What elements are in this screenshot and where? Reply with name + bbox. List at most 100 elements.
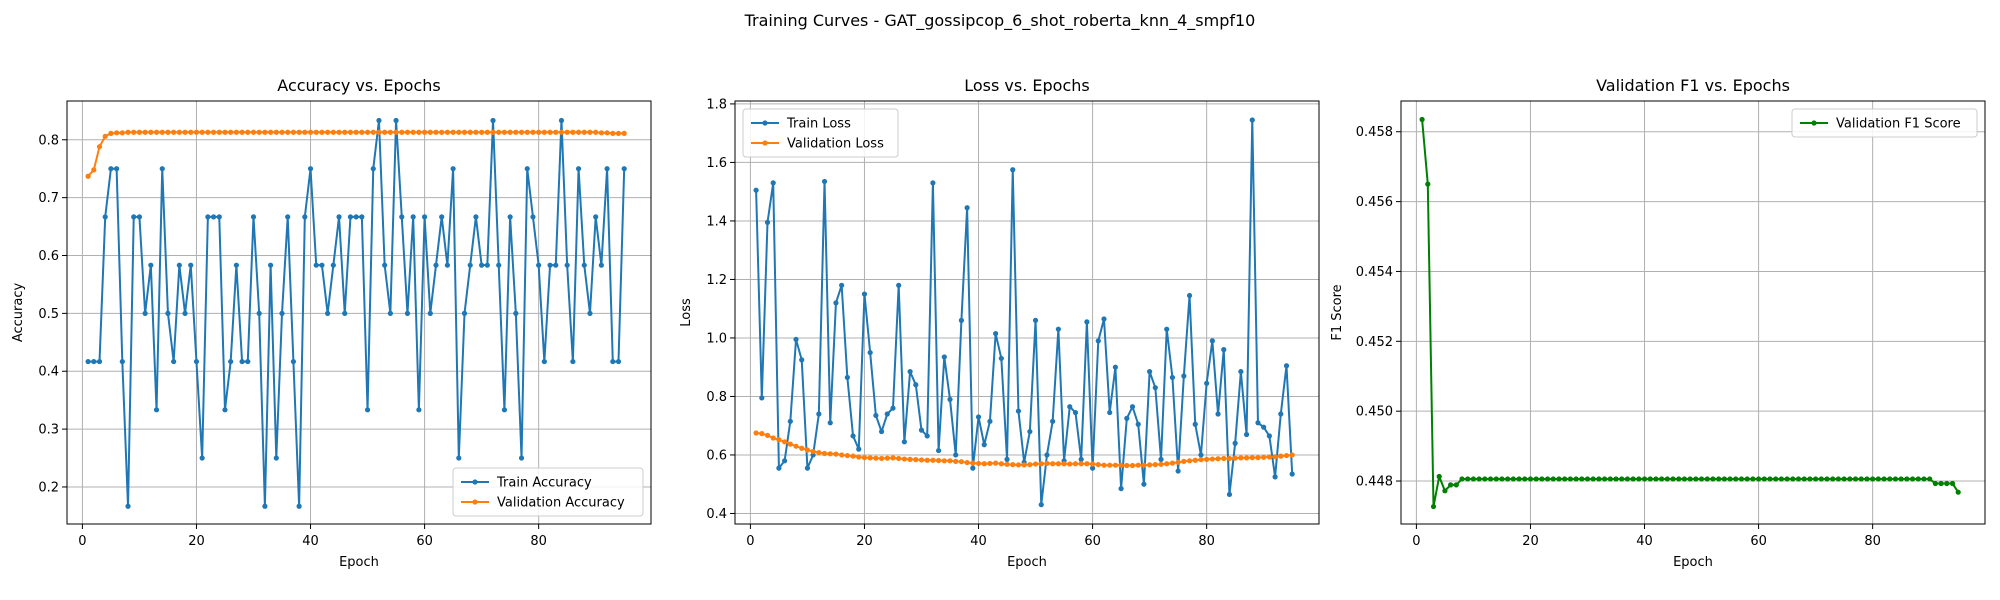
loss-series-1-point	[1032, 461, 1039, 467]
loss-series-0-point	[1078, 456, 1084, 462]
loss-series-0-point	[1118, 486, 1124, 492]
loss-series-1-point	[981, 461, 987, 467]
accuracy-series-1-point	[136, 129, 143, 135]
accuracy-series-0-point	[290, 358, 297, 365]
accuracy-series-1-line	[87, 131, 625, 177]
accuracy-series-1-point	[148, 129, 154, 135]
loss-series-0-point	[1289, 471, 1295, 477]
f1-series-0-point	[1579, 476, 1585, 482]
loss-series-1-point	[1209, 456, 1215, 462]
loss-series-1-point	[1027, 462, 1033, 468]
loss-series-0-point	[1027, 428, 1033, 435]
loss-series-0-point	[816, 411, 822, 417]
accuracy-series-1-point	[564, 129, 570, 135]
f1-series-0-point	[1927, 476, 1933, 482]
accuracy-series-0-point	[570, 358, 576, 365]
accuracy-series-1-point	[228, 129, 234, 135]
accuracy-series-0-point	[484, 262, 490, 268]
accuracy-series-0-point	[404, 310, 411, 316]
f1-xlabel: Epoch	[1673, 555, 1713, 570]
f1-series-0-point	[1875, 476, 1881, 482]
f1-series-0-point	[1852, 476, 1859, 482]
accuracy-ytick-label: 0.4	[38, 365, 59, 380]
accuracy-series-0-point	[387, 310, 393, 316]
accuracy-series-0-point	[410, 214, 416, 220]
f1-series-0-point	[1436, 473, 1442, 480]
f1-series-0-point	[1704, 476, 1710, 482]
loss-series-1-point	[1289, 452, 1295, 458]
accuracy-series-0-point	[564, 262, 570, 268]
accuracy-series-1-point	[96, 144, 103, 150]
accuracy-series-0-point	[536, 262, 542, 268]
loss-series-1-point	[821, 450, 828, 457]
accuracy-series-1-point	[370, 129, 376, 135]
loss-series-0-point	[1101, 316, 1107, 322]
accuracy-series-0-point	[102, 214, 108, 220]
accuracy-series-1-point	[518, 129, 525, 135]
accuracy-series-0-point	[621, 166, 627, 172]
f1-series-0-point	[1653, 476, 1659, 482]
f1-series-0-point	[1505, 476, 1511, 482]
loss-series-1-point	[799, 445, 805, 451]
accuracy-xtick-label: 40	[302, 534, 319, 549]
loss-series-0-point	[1209, 338, 1215, 344]
accuracy-series-0-point	[479, 262, 485, 268]
loss-series-0-point	[776, 465, 782, 471]
loss-series-0-point	[1181, 373, 1187, 379]
accuracy-series-1-point	[290, 129, 297, 135]
accuracy-series-0-point	[439, 214, 445, 220]
accuracy-series-0-point	[142, 310, 148, 316]
accuracy-series-0-point	[433, 262, 439, 268]
accuracy-ytick-label: 0.5	[38, 307, 59, 322]
accuracy-series-1-point	[587, 129, 593, 135]
f1-series-0-point	[1824, 476, 1830, 482]
loss-series-0-point	[981, 442, 987, 448]
loss-series-1-point	[993, 460, 999, 466]
accuracy-series-0-point	[216, 214, 222, 220]
loss-series-1-point	[970, 460, 976, 466]
accuracy-series-0-point	[205, 214, 211, 220]
loss-series-1-point	[884, 455, 890, 461]
loss-chart: 0 20 40 60 80 0.4 0.6 0.8 1.0 1.2 1.4 1.6 1.8 Loss vs…	[679, 76, 1320, 570]
accuracy-series-1-point	[536, 129, 542, 135]
accuracy-series-0-point	[427, 310, 433, 316]
accuracy-series-0-point	[330, 262, 336, 268]
loss-series-0-point	[782, 458, 788, 464]
accuracy-series-0-point	[581, 262, 587, 268]
loss-series-1-point	[953, 458, 959, 464]
loss-series-0-point	[878, 428, 885, 435]
f1-series-0-point	[1904, 476, 1910, 482]
loss-series-1-point	[782, 439, 788, 445]
loss-series-1-point	[787, 441, 793, 447]
loss-series-0-point	[1198, 452, 1204, 458]
accuracy-series-1-point	[336, 129, 342, 135]
f1-series-0-point	[1556, 476, 1562, 482]
accuracy-series-1-point	[102, 133, 108, 139]
loss-series-1-point	[1147, 462, 1153, 468]
accuracy-series-1-point	[159, 129, 165, 135]
accuracy-series-1-point	[433, 129, 439, 135]
loss-series-1-point	[924, 457, 930, 463]
loss-ytick-label: 1.4	[706, 214, 727, 229]
loss-series-1-point	[1078, 461, 1084, 467]
f1-series-0-point	[1750, 476, 1756, 482]
accuracy-series-0-point	[256, 310, 262, 316]
accuracy-series-0-point	[416, 407, 422, 413]
f1-series-0-point	[1647, 476, 1653, 482]
loss-series-1-point	[1221, 455, 1227, 462]
accuracy-series-1-point	[404, 129, 411, 135]
f1-series-0-point	[1847, 476, 1853, 482]
f1-series-0-point	[1425, 181, 1431, 187]
accuracy-series-1-point	[444, 129, 450, 135]
accuracy-series-1-point	[268, 129, 274, 135]
f1-series-0-point	[1818, 476, 1824, 482]
accuracy-series-0-point	[313, 262, 319, 268]
accuracy-series-0-point	[171, 358, 177, 365]
f1-series-0-point	[1550, 476, 1556, 482]
f1-series-0-point	[1784, 476, 1790, 482]
accuracy-series-0-point	[376, 117, 382, 124]
loss-series-1-point	[1129, 462, 1136, 469]
f1-series-0-point	[1835, 476, 1842, 482]
accuracy-xtick-label: 60	[416, 534, 433, 549]
accuracy-series-0-point	[598, 262, 604, 268]
